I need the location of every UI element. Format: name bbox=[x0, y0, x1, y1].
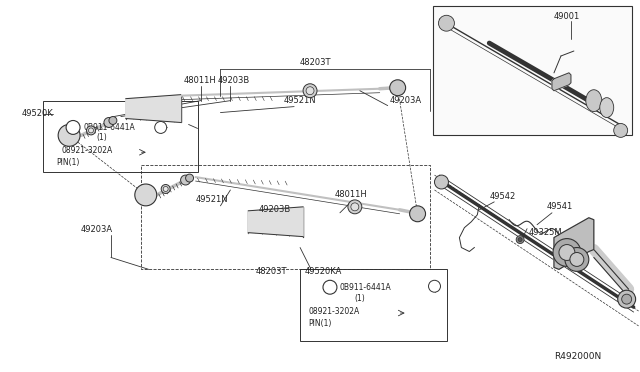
Polygon shape bbox=[552, 73, 571, 91]
Circle shape bbox=[323, 280, 337, 294]
Circle shape bbox=[410, 206, 426, 222]
Text: (1): (1) bbox=[355, 294, 365, 303]
Ellipse shape bbox=[88, 128, 93, 133]
Text: 49520KA: 49520KA bbox=[305, 267, 342, 276]
Polygon shape bbox=[554, 218, 594, 269]
Text: 49325M: 49325M bbox=[529, 228, 563, 237]
Text: 49521N: 49521N bbox=[196, 195, 228, 204]
Text: 49203B: 49203B bbox=[218, 76, 250, 85]
Circle shape bbox=[351, 203, 359, 211]
Circle shape bbox=[135, 184, 157, 206]
Circle shape bbox=[390, 80, 406, 96]
Circle shape bbox=[618, 290, 636, 308]
Text: N: N bbox=[70, 125, 76, 131]
Text: 48203T: 48203T bbox=[300, 58, 332, 67]
Circle shape bbox=[438, 15, 454, 31]
Circle shape bbox=[104, 118, 114, 128]
Text: 49203A: 49203A bbox=[81, 225, 113, 234]
Text: 49521N: 49521N bbox=[283, 96, 316, 105]
Circle shape bbox=[559, 244, 575, 260]
Bar bbox=[44, 101, 198, 172]
Ellipse shape bbox=[586, 90, 602, 112]
Circle shape bbox=[570, 253, 584, 266]
Text: (1): (1) bbox=[96, 133, 107, 142]
Ellipse shape bbox=[161, 185, 170, 193]
Text: 49203B: 49203B bbox=[259, 205, 291, 214]
Circle shape bbox=[518, 238, 522, 241]
Circle shape bbox=[180, 175, 191, 185]
Circle shape bbox=[109, 116, 117, 125]
Text: PIN(1): PIN(1) bbox=[308, 320, 332, 328]
Text: 49001: 49001 bbox=[554, 12, 580, 21]
Text: 0B911-6441A: 0B911-6441A bbox=[83, 123, 135, 132]
Text: PIN(1): PIN(1) bbox=[56, 158, 79, 167]
Text: 49542: 49542 bbox=[489, 192, 515, 201]
Text: 49541: 49541 bbox=[547, 202, 573, 211]
Circle shape bbox=[348, 200, 362, 214]
Polygon shape bbox=[126, 95, 180, 122]
Circle shape bbox=[516, 235, 524, 244]
Circle shape bbox=[306, 87, 314, 95]
Text: 49203A: 49203A bbox=[390, 96, 422, 105]
Bar bbox=[433, 6, 632, 135]
Text: 08921-3202A: 08921-3202A bbox=[61, 146, 113, 155]
Bar bbox=[300, 269, 447, 341]
Circle shape bbox=[614, 124, 628, 137]
Polygon shape bbox=[248, 207, 303, 237]
Ellipse shape bbox=[86, 126, 95, 135]
Circle shape bbox=[66, 121, 80, 134]
Circle shape bbox=[186, 174, 193, 182]
Text: 48203T: 48203T bbox=[255, 267, 287, 276]
Circle shape bbox=[435, 175, 449, 189]
Ellipse shape bbox=[163, 186, 168, 192]
Ellipse shape bbox=[600, 98, 614, 118]
Text: 48011H: 48011H bbox=[335, 190, 368, 199]
Circle shape bbox=[565, 247, 589, 271]
Text: 48011H: 48011H bbox=[184, 76, 216, 85]
Circle shape bbox=[303, 84, 317, 98]
Circle shape bbox=[429, 280, 440, 292]
Circle shape bbox=[155, 122, 166, 134]
Text: 08921-3202A: 08921-3202A bbox=[308, 307, 359, 315]
Text: 0B911-6441A: 0B911-6441A bbox=[340, 283, 392, 292]
Circle shape bbox=[621, 294, 632, 304]
Text: R492000N: R492000N bbox=[554, 352, 601, 361]
Text: N: N bbox=[327, 284, 333, 290]
Circle shape bbox=[553, 238, 581, 266]
Circle shape bbox=[58, 125, 80, 146]
Text: 49520K: 49520K bbox=[21, 109, 53, 118]
